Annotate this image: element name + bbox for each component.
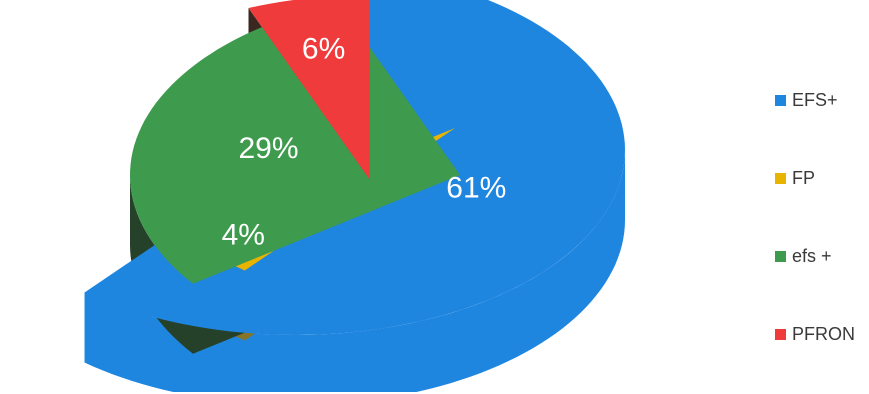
legend-label-fp: FP xyxy=(792,167,816,188)
legend-swatch-efs-lower xyxy=(775,250,786,262)
pie-chart: 61% 4% 29% 6% xyxy=(84,0,625,392)
slice-top-3 xyxy=(248,0,370,180)
legend-label-efs-plus: EFS+ xyxy=(792,89,838,110)
legend-swatch-efs-plus xyxy=(775,94,786,106)
slice-label-1: 4% xyxy=(222,218,265,251)
legend-item-efs-plus: EFS+ xyxy=(775,82,867,118)
slice-label-3: 6% xyxy=(302,33,345,66)
slice-label-0: 61% xyxy=(446,172,506,205)
legend-label-pfron: PFRON xyxy=(792,323,855,344)
slice-label-2: 29% xyxy=(238,132,298,165)
slice-top-2 xyxy=(130,3,460,284)
legend-label-efs-lower: efs + xyxy=(792,245,832,266)
chart-legend: EFS+ FP efs + PFRON xyxy=(775,82,867,394)
legend-item-efs-lower: efs + xyxy=(775,238,867,274)
slice-labels: 61% 4% 29% 6% xyxy=(222,33,507,252)
legend-swatch-fp xyxy=(775,172,786,184)
legend-item-fp: FP xyxy=(775,160,867,196)
slice-tops xyxy=(84,0,625,335)
legend-item-pfron: PFRON xyxy=(775,316,867,352)
legend-swatch-pfron xyxy=(775,328,786,340)
